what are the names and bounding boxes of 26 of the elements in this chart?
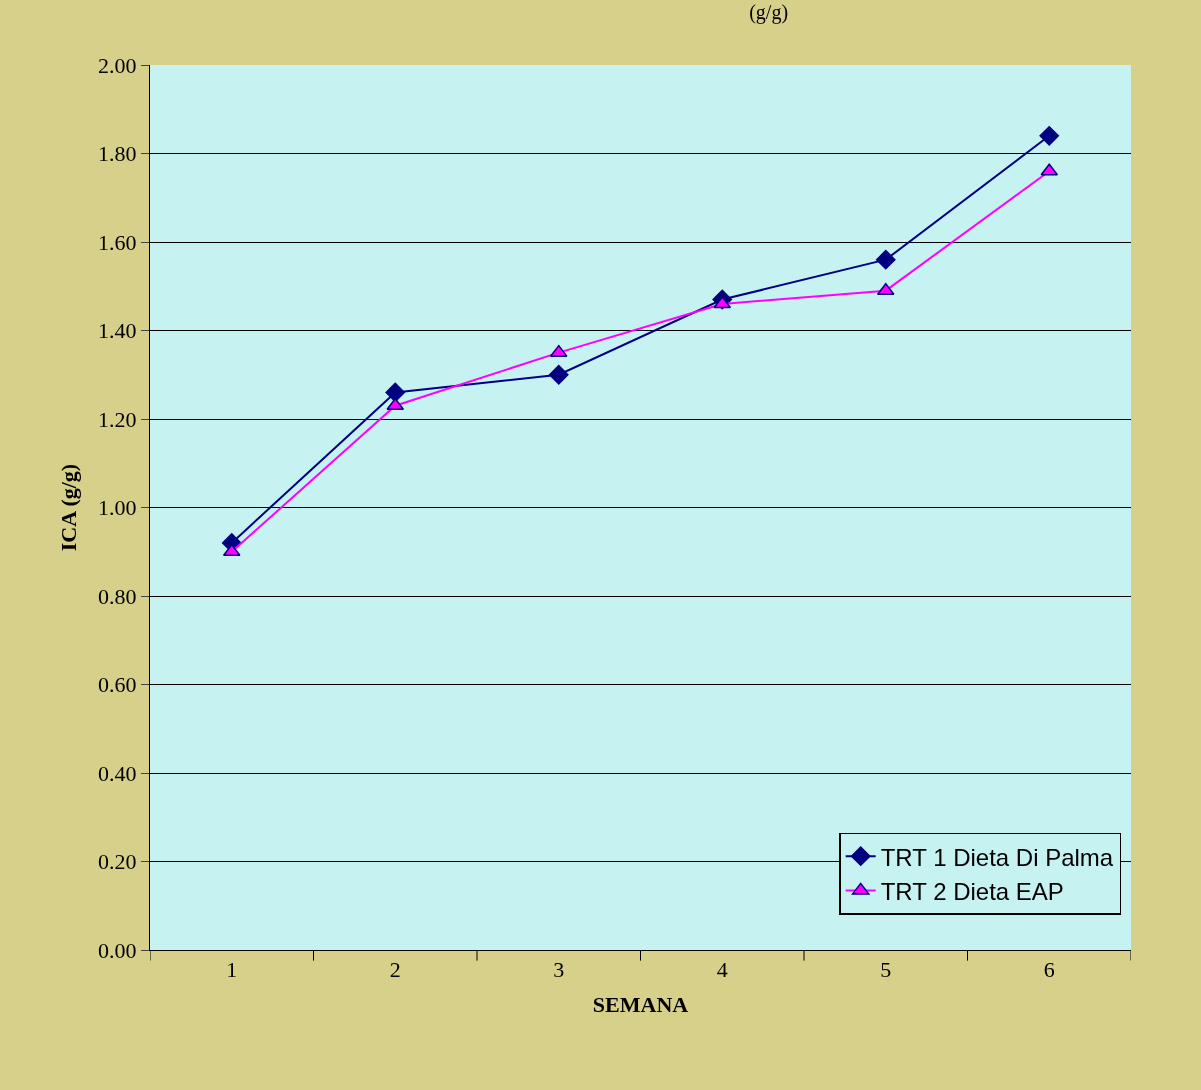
y-tick-label: 1.80 bbox=[98, 141, 137, 167]
x-tick-label: 4 bbox=[716, 957, 728, 983]
x-tick-label: 2 bbox=[389, 957, 401, 983]
legend-label: TRT 2 Dieta EAP bbox=[880, 877, 1064, 905]
y-tick-label: 0.60 bbox=[98, 672, 137, 698]
y-axis-title: ICA (g/g) bbox=[55, 463, 81, 552]
y-tick-label: 1.00 bbox=[98, 495, 137, 521]
point bbox=[385, 382, 406, 403]
y-tick-label: 1.40 bbox=[98, 318, 137, 344]
x-tick-label: 5 bbox=[880, 957, 892, 983]
x-tick-label: 1 bbox=[226, 957, 238, 983]
x-tick-label: 6 bbox=[1043, 957, 1055, 983]
y-tick-label: 0.20 bbox=[98, 849, 137, 875]
point bbox=[875, 249, 896, 270]
x-tick-label: 3 bbox=[553, 957, 565, 983]
y-tick-label: 0.40 bbox=[98, 760, 137, 786]
y-tick-label: 1.60 bbox=[98, 229, 137, 255]
y-tick-label: 1.20 bbox=[98, 406, 137, 432]
legend-label: TRT 1 Dieta Di Palma bbox=[880, 843, 1114, 871]
y-tick-label: 2.00 bbox=[98, 52, 137, 78]
point bbox=[1039, 125, 1060, 146]
point bbox=[548, 364, 569, 385]
chart-title: (g/g) bbox=[749, 1, 789, 25]
x-axis-title: SEMANA bbox=[592, 992, 689, 1018]
y-tick-label: 0.00 bbox=[98, 937, 137, 963]
y-tick-label: 0.80 bbox=[98, 583, 137, 609]
